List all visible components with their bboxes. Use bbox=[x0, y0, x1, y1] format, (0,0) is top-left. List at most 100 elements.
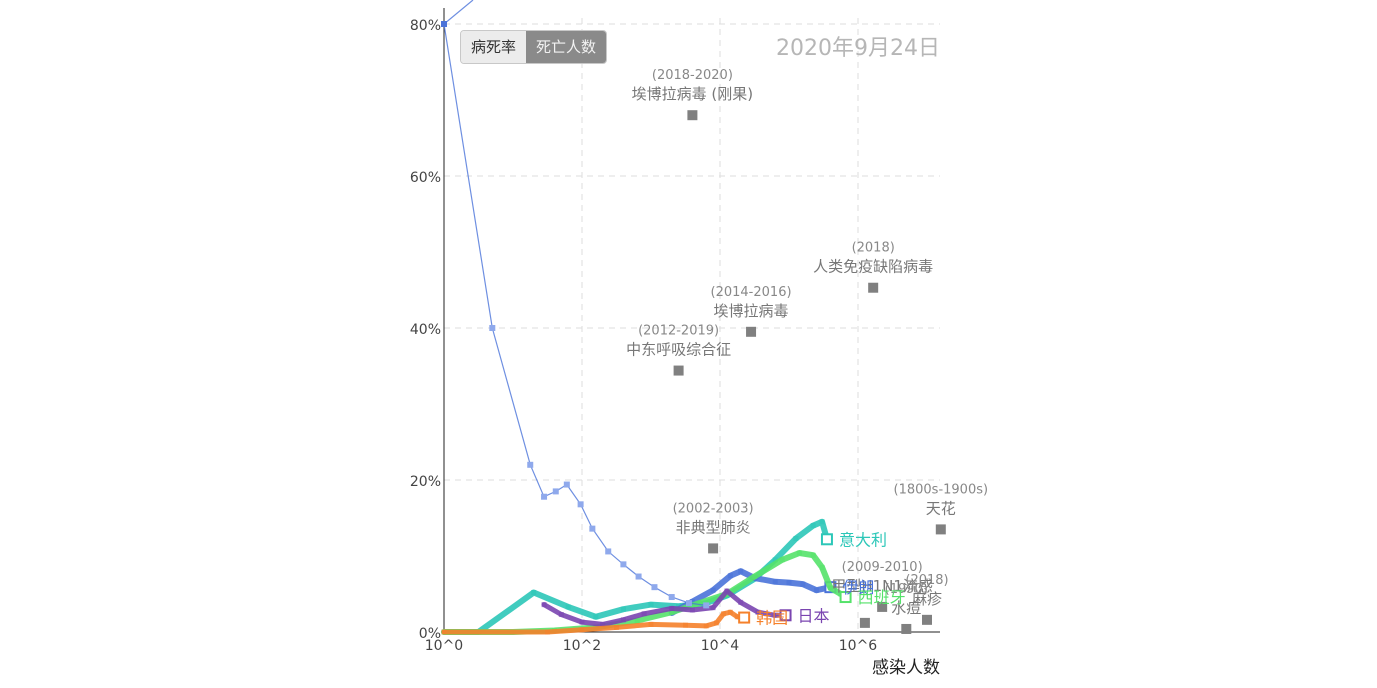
y-tick-label: 80% bbox=[410, 18, 441, 34]
country-point bbox=[779, 557, 785, 563]
mortality-point bbox=[563, 481, 570, 488]
country-point bbox=[579, 627, 585, 633]
country-end-marker bbox=[779, 609, 792, 622]
reference-point bbox=[901, 623, 912, 634]
y-tick-label: 0% bbox=[419, 626, 441, 642]
country-point bbox=[827, 585, 833, 591]
reference-years: (2009-2010) bbox=[842, 560, 923, 575]
country-label: 韩国 bbox=[756, 609, 788, 628]
reference-point bbox=[687, 110, 698, 121]
country-point bbox=[441, 629, 447, 635]
mortality-point bbox=[651, 584, 658, 591]
reference-point bbox=[935, 524, 946, 535]
country-point bbox=[648, 621, 654, 627]
country-point bbox=[710, 605, 716, 611]
country-point bbox=[786, 580, 792, 586]
reference-point bbox=[746, 326, 757, 337]
country-point bbox=[814, 587, 820, 593]
country-point bbox=[620, 606, 626, 612]
country-point bbox=[734, 614, 740, 620]
x-tick-label: 10^4 bbox=[701, 638, 740, 654]
country-label: 日本 bbox=[798, 606, 830, 625]
mortality-line bbox=[443, 0, 707, 606]
reference-disease-points bbox=[673, 110, 946, 634]
country-label: 西班牙 bbox=[858, 588, 906, 607]
mortality-rate-button[interactable]: 病死率 bbox=[461, 31, 527, 63]
country-point bbox=[600, 621, 606, 627]
reference-label: 非典型肺炎 bbox=[676, 518, 751, 536]
country-point bbox=[796, 550, 802, 556]
country-point bbox=[810, 523, 816, 529]
reference-label: 人类免疫缺陷病毒 bbox=[813, 258, 933, 276]
reference-label: 埃博拉病毒 bbox=[714, 302, 789, 320]
country-point bbox=[634, 618, 640, 624]
country-point bbox=[641, 611, 647, 617]
country-end-marker bbox=[738, 611, 751, 624]
mortality-point bbox=[527, 461, 534, 468]
reference-years: (2018) bbox=[852, 241, 895, 256]
reference-years: (2018) bbox=[905, 573, 948, 588]
mortality-point bbox=[577, 501, 584, 508]
metric-toggle[interactable]: 病死率 死亡人数 bbox=[460, 30, 608, 64]
country-point bbox=[689, 599, 695, 605]
country-point bbox=[683, 622, 688, 628]
mortality-point bbox=[668, 594, 675, 601]
mortality-point bbox=[635, 573, 642, 580]
country-point bbox=[727, 609, 733, 615]
country-point bbox=[579, 619, 585, 625]
country-point bbox=[541, 602, 547, 608]
reference-point bbox=[868, 282, 879, 293]
country-point bbox=[810, 552, 816, 558]
country-point bbox=[724, 588, 730, 594]
mortality-point bbox=[489, 325, 496, 331]
country-point bbox=[696, 600, 702, 606]
mortality-point bbox=[441, 21, 447, 27]
y-tick-label: 20% bbox=[410, 474, 441, 490]
country-label: 意大利 bbox=[839, 530, 887, 549]
country-point bbox=[689, 607, 695, 613]
country-point bbox=[772, 579, 778, 585]
x-tick-label: 10^2 bbox=[563, 638, 601, 654]
reference-point bbox=[877, 601, 888, 612]
reference-point bbox=[673, 365, 684, 376]
mortality-point bbox=[552, 488, 559, 495]
country-point bbox=[819, 564, 825, 570]
country-point bbox=[752, 574, 757, 580]
x-tick-label: 10^0 bbox=[425, 638, 463, 654]
country-point bbox=[755, 609, 761, 615]
country-point bbox=[703, 623, 709, 629]
country-end-marker bbox=[839, 591, 852, 604]
country-point bbox=[710, 587, 716, 593]
country-point bbox=[738, 568, 744, 574]
reference-years: (2012-2019) bbox=[638, 324, 719, 339]
mortality-point bbox=[703, 602, 710, 609]
reference-years: (2014-2016) bbox=[711, 285, 792, 300]
reference-label: 埃博拉病毒 (刚果) bbox=[632, 85, 753, 103]
mortality-point bbox=[541, 493, 548, 500]
reference-label: 甲型H1N1流感 bbox=[831, 577, 933, 595]
y-tick-label: 60% bbox=[410, 170, 441, 186]
reference-point bbox=[859, 617, 870, 628]
country-point bbox=[800, 581, 806, 587]
reference-label: 天花 bbox=[926, 499, 956, 517]
mortality-curve bbox=[441, 0, 710, 609]
mortality-point bbox=[620, 561, 627, 568]
mortality-point bbox=[685, 600, 692, 607]
x-tick-label: 10^6 bbox=[839, 638, 878, 654]
country-point bbox=[565, 604, 571, 610]
country-label: 伊朗 bbox=[842, 578, 874, 597]
mortality-point bbox=[589, 525, 596, 532]
country-point bbox=[793, 536, 799, 542]
death-count-button[interactable]: 死亡人数 bbox=[526, 31, 607, 63]
mortality-point bbox=[605, 548, 612, 555]
chart-labels: 埃博拉病毒 (刚果) (2018-2020) 人类免疫缺陷病毒 (2018) 埃博拉病毒… bbox=[626, 68, 988, 627]
reference-years: (2018-2020) bbox=[652, 68, 733, 83]
country-point bbox=[669, 605, 675, 611]
country-point bbox=[720, 611, 726, 617]
country-point bbox=[738, 599, 744, 605]
country-point bbox=[819, 519, 825, 525]
country-end-marker bbox=[820, 533, 833, 546]
date-label: 2020年9月24日 bbox=[776, 36, 940, 61]
country-point bbox=[714, 620, 720, 626]
